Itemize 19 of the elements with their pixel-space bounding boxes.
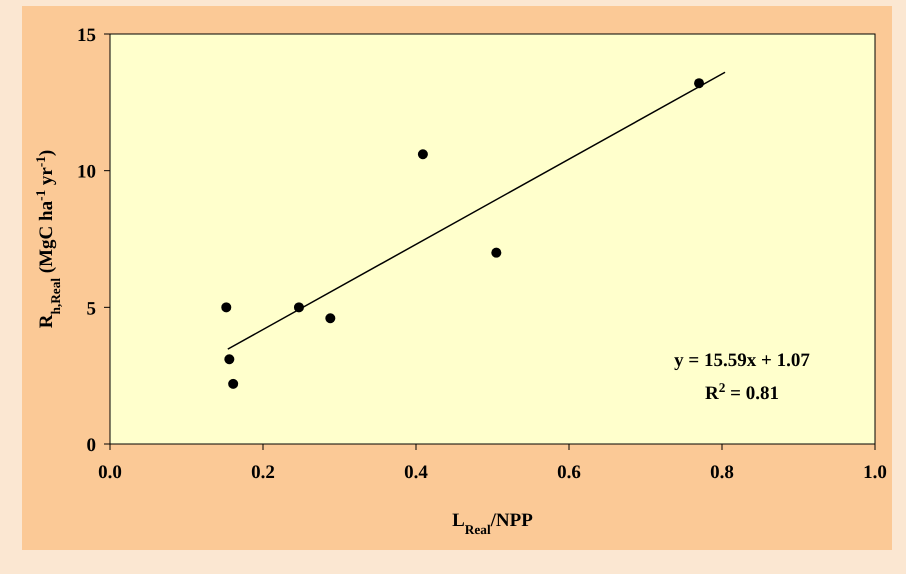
annotation: R$^{2}$ = 0.81 bbox=[705, 380, 779, 404]
annotation: y = 15.59x + 1.07 bbox=[674, 350, 810, 371]
point bbox=[418, 149, 428, 160]
point bbox=[224, 354, 234, 364]
x-axis-title: L$_{Real}$/NPP bbox=[452, 510, 534, 536]
y-tick-label: 0 bbox=[86, 435, 96, 456]
x-tick-label: 0.4 bbox=[404, 462, 428, 483]
x-tick-label: 0.0 bbox=[98, 462, 122, 483]
point bbox=[221, 302, 232, 312]
x-tick-label: 0.8 bbox=[710, 462, 734, 483]
y-tick-label: 10 bbox=[77, 162, 96, 183]
point bbox=[228, 378, 238, 389]
x-tick-label: 1.0 bbox=[863, 462, 887, 483]
point bbox=[491, 248, 502, 258]
y-tick-label: 15 bbox=[77, 25, 96, 46]
x-tick-label: 0.6 bbox=[557, 462, 581, 483]
x-tick-label: 0.2 bbox=[251, 462, 275, 483]
point bbox=[325, 313, 336, 324]
y-tick-label: 5 bbox=[86, 298, 96, 320]
